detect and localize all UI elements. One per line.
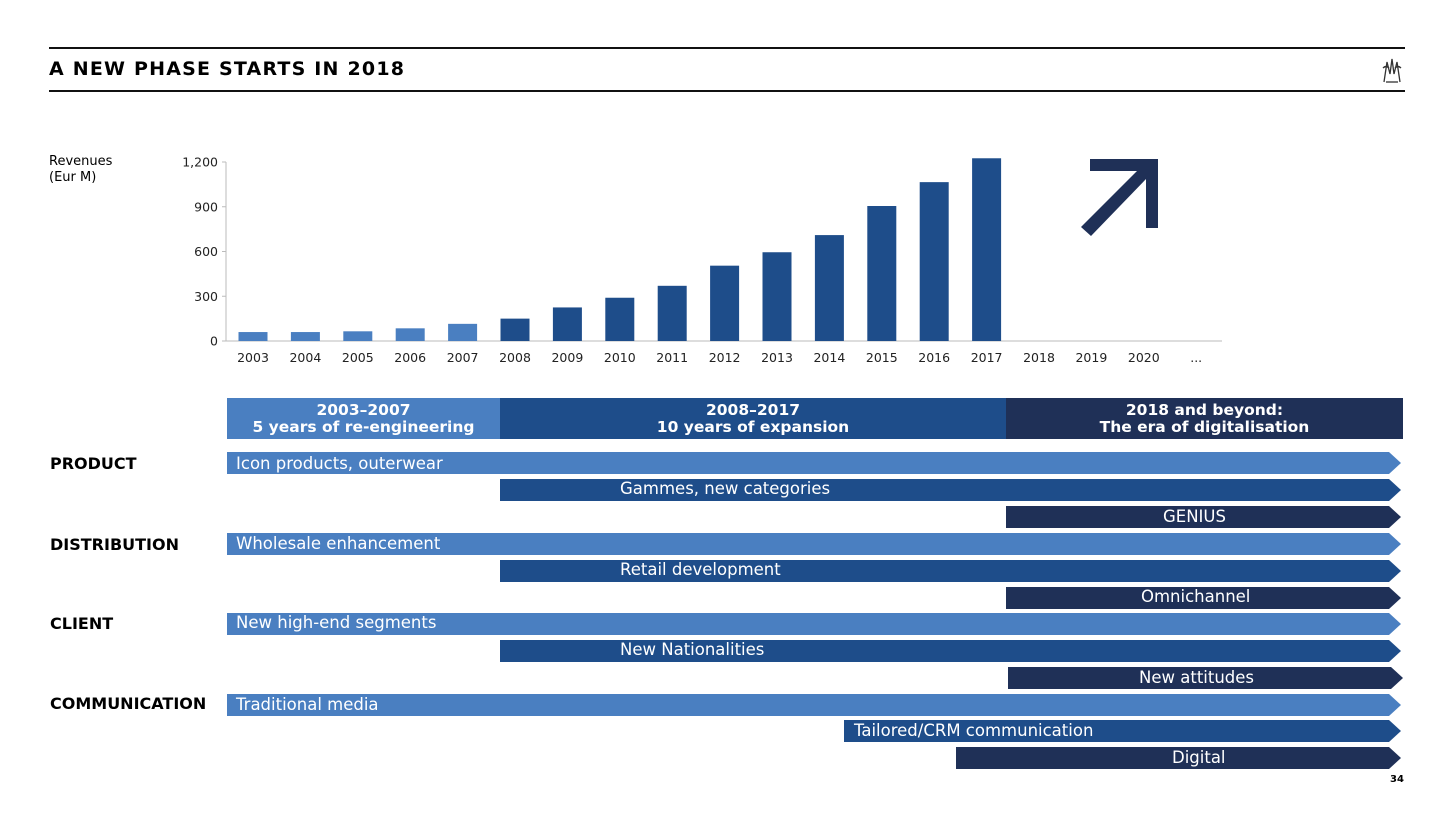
y-axis-label: Revenues (Eur M): [49, 154, 113, 185]
bar-2013: [762, 252, 792, 341]
arrow-traditional-media: [227, 694, 1401, 716]
bar-2003: [238, 332, 268, 341]
category-label-distribution: DISTRIBUTION: [50, 535, 179, 554]
x-tick-label: 2010: [604, 350, 636, 365]
arrow-label: New high-end segments: [236, 613, 437, 632]
phase-period: 2008–2017: [705, 400, 801, 419]
slide-title: A NEW PHASE STARTS IN 2018: [49, 58, 406, 80]
x-tick-label: 2006: [394, 350, 426, 365]
x-tick-label: 2016: [918, 350, 950, 365]
arrow-label: Retail development: [620, 560, 781, 579]
x-tick-label: 2007: [447, 350, 479, 365]
bar-2009: [552, 307, 582, 341]
y-tick-label: 1,200: [182, 155, 218, 170]
phase-header-digitalisation: 2018 and beyond: The era of digitalisati…: [1006, 398, 1403, 439]
arrow-label: New attitudes: [1139, 668, 1255, 687]
y-tick-label: 600: [194, 244, 218, 259]
arrow-label: Icon products, outerwear: [236, 454, 443, 473]
arrow-wholesale: [227, 533, 1401, 555]
x-tick-label: 2003: [237, 350, 269, 365]
phase-header-expansion: 2008–2017 10 years of expansion: [500, 398, 1006, 439]
x-tick-label: 2014: [813, 350, 845, 365]
phase-label: 5 years of re-engineering: [252, 417, 475, 436]
x-tick-label: 2015: [866, 350, 898, 365]
category-label-product: PRODUCT: [50, 454, 137, 473]
arrow-attitudes: [1008, 667, 1403, 689]
arrow-label: Traditional media: [236, 695, 379, 714]
y-tick-label: 300: [194, 289, 218, 304]
arrow-digital: [956, 747, 1401, 769]
arrow-genius: [1006, 506, 1401, 528]
arrow-crm: [844, 720, 1401, 742]
brand-emblem-icon: [1380, 56, 1404, 88]
x-tick-label: 2012: [709, 350, 741, 365]
phase-period: 2003–2007: [316, 400, 411, 419]
x-tick-label: 2019: [1075, 350, 1107, 365]
arrow-omnichannel: [1006, 587, 1401, 609]
bar-2014: [814, 235, 844, 341]
bar-2011: [657, 285, 687, 341]
x-tick-label: 2005: [342, 350, 374, 365]
arrow-nationalities: [500, 640, 1401, 662]
arrow-high-end-segments: [227, 613, 1401, 635]
bar-2010: [605, 297, 635, 341]
bar-2006: [395, 328, 425, 341]
x-tick-label: ...: [1190, 350, 1202, 365]
bar-2005: [343, 331, 373, 341]
bar-2017: [972, 158, 1002, 341]
category-label-communication: COMMUNICATION: [50, 694, 207, 713]
top-rule: [49, 47, 1405, 49]
arrow-label: New Nationalities: [620, 640, 765, 659]
revenue-bar-chart: 0 300 600 900 1,200 2003 2004 2005 2006 2007 2008…: [182, 155, 1222, 365]
bar-2004: [290, 332, 320, 341]
phase-label: 10 years of expansion: [656, 417, 850, 436]
x-tick-label: 2009: [551, 350, 583, 365]
phase-period: 2018 and beyond:: [1125, 400, 1284, 419]
title-underline: [49, 90, 1405, 92]
arrow-gammes: [500, 479, 1401, 501]
arrow-label: Tailored/CRM communication: [854, 721, 1094, 740]
x-tick-label: 2004: [289, 350, 321, 365]
x-tick-label: 2017: [971, 350, 1003, 365]
bar-2012: [710, 265, 740, 341]
phase-label: The era of digitalisation: [1099, 417, 1310, 436]
x-tick-label: 2013: [761, 350, 793, 365]
arrow-label: Gammes, new categories: [620, 479, 831, 498]
bar-2007: [448, 323, 478, 341]
arrow-label: Omnichannel: [1141, 587, 1251, 606]
arrow-label: Digital: [1172, 748, 1226, 767]
bar-2008: [500, 318, 530, 341]
page-number: 34: [1390, 774, 1404, 785]
up-right-arrow-icon: [1081, 159, 1158, 236]
x-tick-label: 2011: [656, 350, 688, 365]
category-label-client: CLIENT: [50, 614, 114, 633]
phase-header-re-engineering: 2003–2007 5 years of re-engineering: [227, 398, 500, 439]
x-tick-label: 2008: [499, 350, 531, 365]
arrow-label: Wholesale enhancement: [236, 534, 441, 553]
x-tick-label: 2018: [1023, 350, 1055, 365]
arrow-icon-products: [227, 452, 1401, 474]
y-tick-label: 900: [194, 199, 218, 214]
bar-2015: [867, 206, 897, 341]
x-tick-label: 2020: [1128, 350, 1160, 365]
bar-2016: [919, 182, 949, 341]
arrow-label: GENIUS: [1163, 507, 1226, 526]
arrow-retail: [500, 560, 1401, 582]
y-tick-label: 0: [210, 334, 218, 349]
